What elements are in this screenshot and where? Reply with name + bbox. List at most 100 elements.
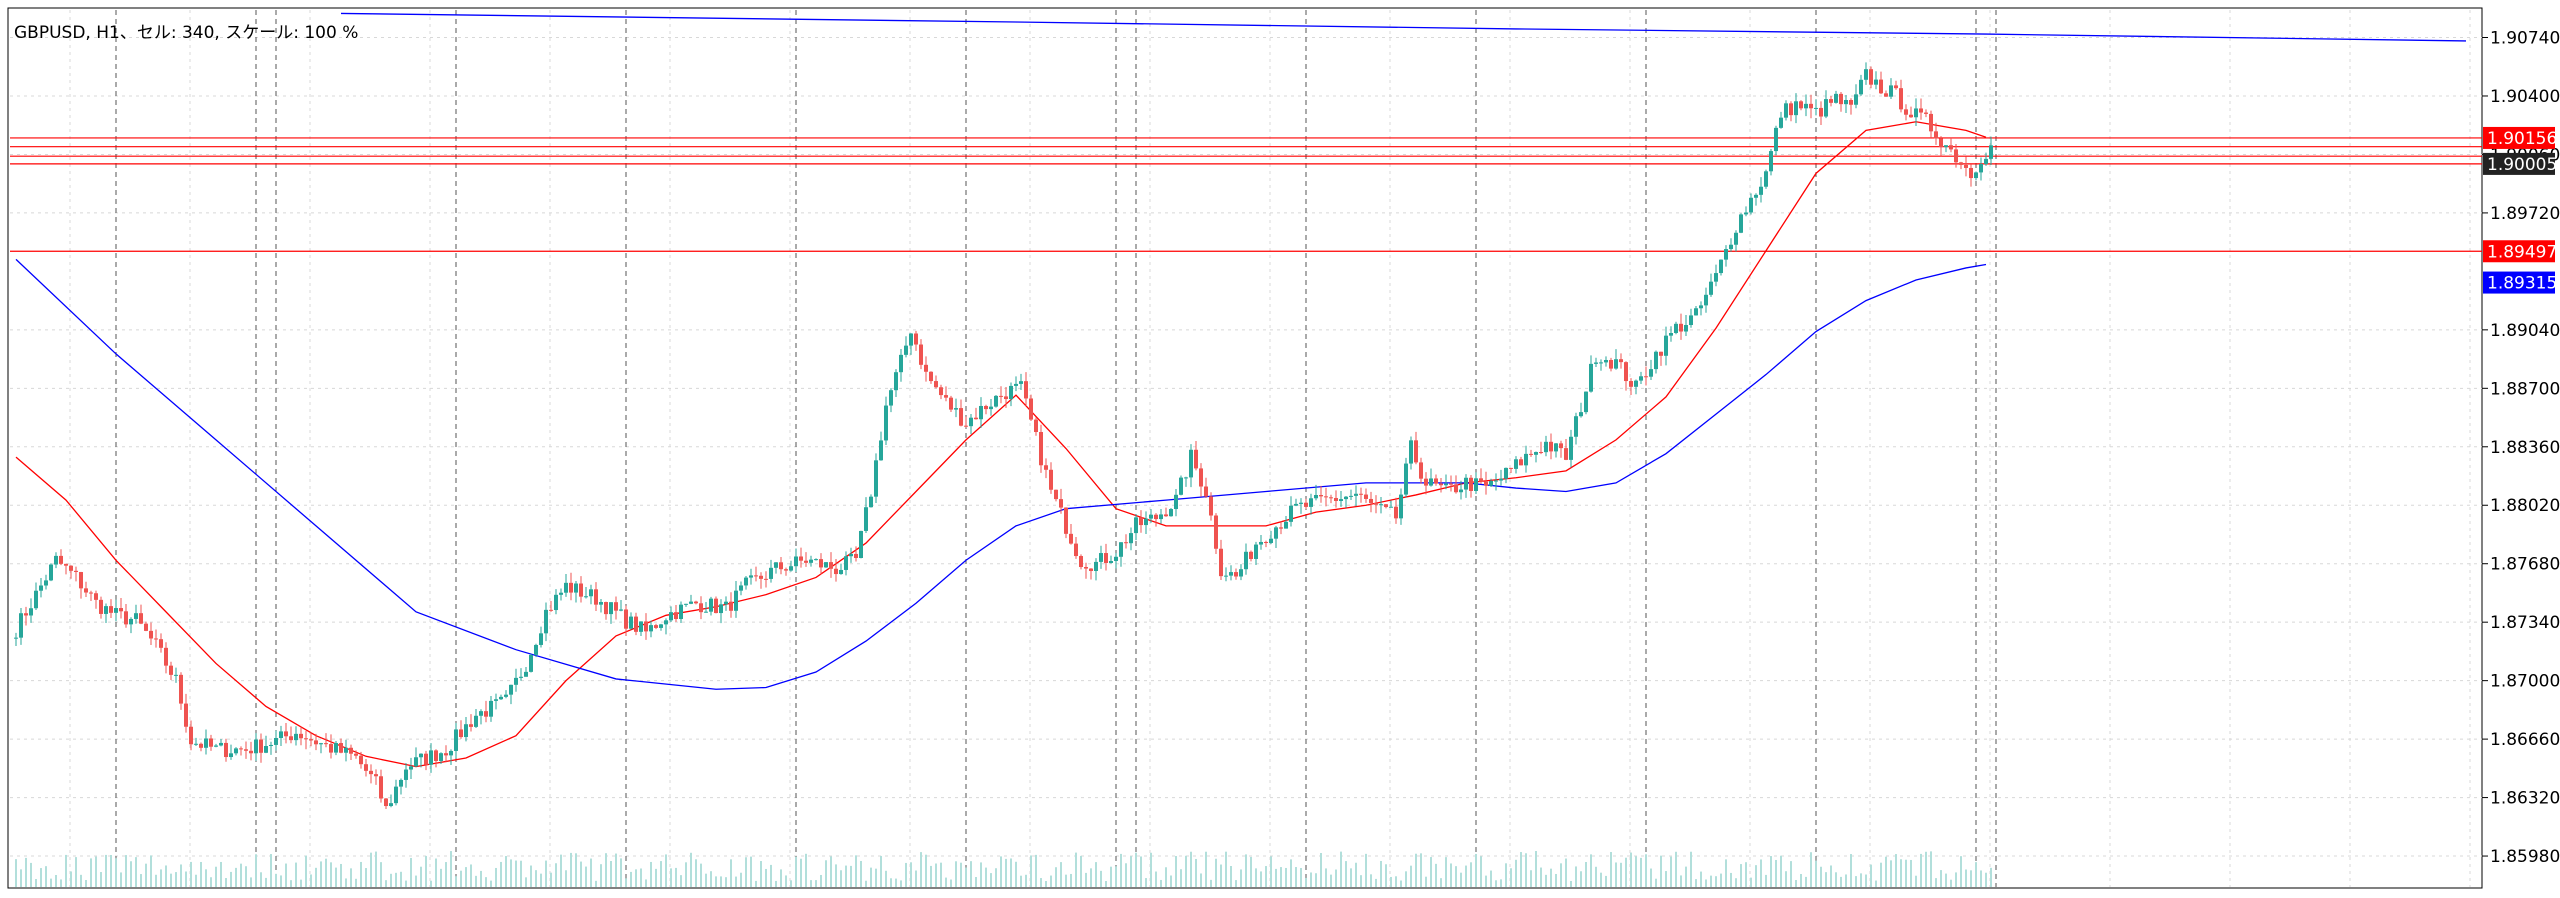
- candle-bull[interactable]: [254, 739, 258, 754]
- candle-bear[interactable]: [59, 555, 63, 564]
- candle-bull[interactable]: [174, 674, 178, 676]
- candles[interactable]: [14, 62, 1993, 809]
- candle-bull[interactable]: [1244, 551, 1248, 570]
- candle-bear[interactable]: [759, 575, 763, 579]
- candle-bear[interactable]: [164, 647, 168, 666]
- candle-bull[interactable]: [1584, 391, 1588, 413]
- candle-bull[interactable]: [794, 556, 798, 567]
- candle-bear[interactable]: [239, 748, 243, 750]
- candle-bear[interactable]: [249, 750, 253, 754]
- candle-bear[interactable]: [764, 578, 768, 580]
- candle-bull[interactable]: [1464, 477, 1468, 490]
- candle-bear[interactable]: [329, 744, 333, 753]
- candle-bull[interactable]: [49, 564, 53, 581]
- candle-bear[interactable]: [1789, 103, 1793, 116]
- candle-bear[interactable]: [119, 608, 123, 612]
- candle-bull[interactable]: [1794, 101, 1798, 116]
- candle-bull[interactable]: [1764, 171, 1768, 187]
- candle-bull[interactable]: [619, 609, 623, 611]
- candle-bull[interactable]: [1824, 99, 1828, 117]
- candle-bear[interactable]: [1054, 489, 1058, 500]
- candle-bull[interactable]: [1534, 452, 1538, 455]
- candle-bear[interactable]: [1959, 162, 1963, 165]
- candle-bull[interactable]: [704, 611, 708, 613]
- candle-bear[interactable]: [1044, 465, 1048, 470]
- candle-bear[interactable]: [1869, 69, 1873, 85]
- candle-bear[interactable]: [1324, 496, 1328, 498]
- candle-bull[interactable]: [1754, 194, 1758, 198]
- candle-bull[interactable]: [1804, 103, 1808, 109]
- candle-bear[interactable]: [614, 602, 618, 611]
- candle-bull[interactable]: [134, 613, 138, 619]
- candle-bull[interactable]: [814, 559, 818, 561]
- candle-bear[interactable]: [694, 601, 698, 604]
- candle-bull[interactable]: [1389, 506, 1393, 508]
- candle-bear[interactable]: [1909, 114, 1913, 118]
- candle-bear[interactable]: [1089, 568, 1093, 572]
- candle-bull[interactable]: [554, 594, 558, 611]
- candle-bear[interactable]: [729, 601, 733, 611]
- candle-bear[interactable]: [1139, 517, 1143, 526]
- candle-bear[interactable]: [1559, 443, 1563, 449]
- candle-bear[interactable]: [1024, 381, 1028, 399]
- candle-bear[interactable]: [1964, 164, 1968, 168]
- candle-bear[interactable]: [934, 381, 938, 388]
- candle-bear[interactable]: [159, 639, 163, 648]
- candle-bull[interactable]: [269, 744, 273, 747]
- candle-bull[interactable]: [874, 460, 878, 497]
- candle-bull[interactable]: [1254, 544, 1258, 559]
- candle-bull[interactable]: [1179, 477, 1183, 495]
- candle-bull[interactable]: [1569, 436, 1573, 460]
- candle-bear[interactable]: [1034, 419, 1038, 433]
- candle-bull[interactable]: [1774, 127, 1778, 152]
- candle-bull[interactable]: [969, 417, 973, 427]
- candle-bear[interactable]: [949, 397, 953, 410]
- candle-bull[interactable]: [889, 390, 893, 406]
- candle-bear[interactable]: [1624, 362, 1628, 382]
- candle-bull[interactable]: [1864, 69, 1868, 80]
- candle-bull[interactable]: [1144, 518, 1148, 526]
- candle-bull[interactable]: [474, 715, 478, 727]
- candle-bear[interactable]: [304, 738, 308, 740]
- candle-bear[interactable]: [959, 408, 963, 426]
- candle-bear[interactable]: [1414, 440, 1418, 463]
- candle-bear[interactable]: [74, 570, 78, 573]
- candle-bull[interactable]: [1274, 527, 1278, 539]
- candle-bear[interactable]: [1469, 477, 1473, 491]
- candle-bull[interactable]: [1874, 79, 1878, 85]
- candle-bull[interactable]: [204, 738, 208, 748]
- candle-bull[interactable]: [44, 580, 48, 586]
- candle-bull[interactable]: [1944, 145, 1948, 148]
- candle-bull[interactable]: [39, 585, 43, 591]
- candle-bear[interactable]: [1449, 483, 1453, 485]
- candle-bull[interactable]: [1094, 561, 1098, 572]
- candle-bull[interactable]: [574, 583, 578, 593]
- candle-bear[interactable]: [1919, 108, 1923, 113]
- candle-bear[interactable]: [84, 588, 88, 593]
- candle-bull[interactable]: [1259, 541, 1263, 545]
- candle-bull[interactable]: [1309, 498, 1313, 507]
- candle-bull[interactable]: [1109, 560, 1113, 563]
- candle-bull[interactable]: [1354, 493, 1358, 496]
- candle-bull[interactable]: [1714, 273, 1718, 282]
- candle-bear[interactable]: [289, 736, 293, 741]
- candle-bear[interactable]: [1279, 527, 1283, 529]
- candle-bear[interactable]: [349, 747, 353, 754]
- candle-bear[interactable]: [354, 753, 358, 756]
- candle-bear[interactable]: [799, 556, 803, 561]
- candle-bear[interactable]: [64, 563, 68, 566]
- candle-bull[interactable]: [1669, 333, 1673, 336]
- candle-bear[interactable]: [1659, 351, 1663, 356]
- candle-bull[interactable]: [404, 769, 408, 780]
- candle-bull[interactable]: [1689, 315, 1693, 326]
- candle-bull[interactable]: [1729, 244, 1733, 250]
- candle-bear[interactable]: [1949, 145, 1953, 150]
- candle-bear[interactable]: [189, 726, 193, 745]
- candle-bear[interactable]: [854, 553, 858, 558]
- candle-bull[interactable]: [114, 608, 118, 613]
- candle-bear[interactable]: [929, 371, 933, 382]
- candle-bear[interactable]: [699, 603, 703, 613]
- candle-bear[interactable]: [1074, 543, 1078, 557]
- candle-bull[interactable]: [679, 604, 683, 619]
